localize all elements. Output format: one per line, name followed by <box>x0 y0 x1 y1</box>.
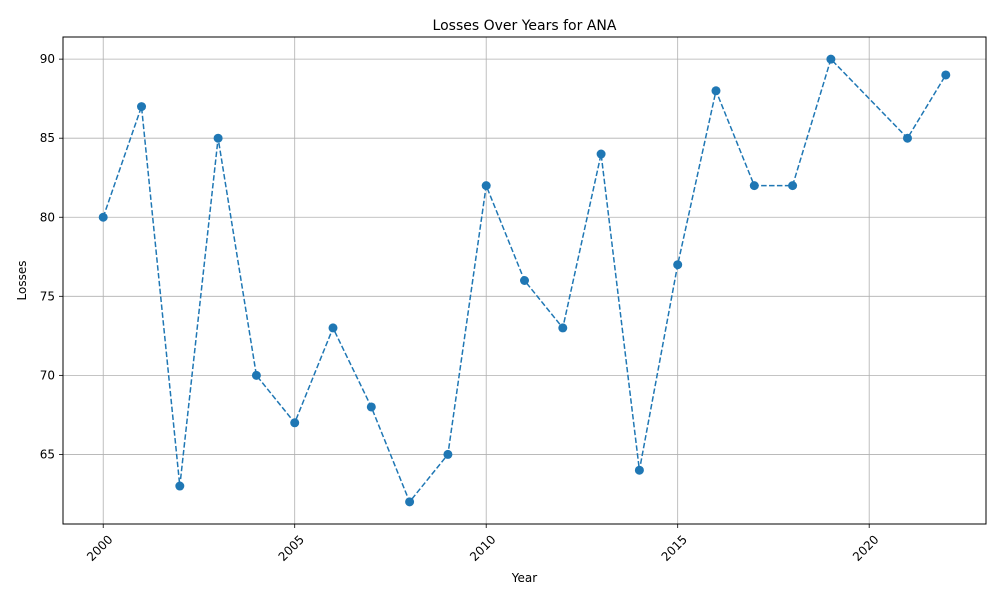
y-axis-label: Losses <box>15 261 29 301</box>
y-tick-label: 90 <box>40 52 55 66</box>
data-point <box>98 212 108 222</box>
data-point <box>366 402 376 412</box>
plot-frame <box>62 36 987 525</box>
data-point <box>443 449 453 459</box>
data-point <box>137 102 147 112</box>
data-point <box>634 465 644 475</box>
data-point <box>481 181 491 191</box>
data-point <box>596 149 606 159</box>
data-point <box>175 481 185 491</box>
data-point <box>749 181 759 191</box>
y-tick-label: 80 <box>40 210 55 224</box>
grid <box>63 37 986 524</box>
data-point <box>826 54 836 64</box>
data-point <box>788 181 798 191</box>
data-point <box>941 70 951 80</box>
x-axis-label: Year <box>511 571 537 585</box>
series-layer <box>98 54 951 507</box>
data-point <box>328 323 338 333</box>
data-point <box>290 418 300 428</box>
y-tick-label: 75 <box>40 289 55 303</box>
data-point <box>558 323 568 333</box>
data-point <box>251 370 261 380</box>
y-tick-label: 65 <box>40 447 55 461</box>
data-point <box>673 260 683 270</box>
y-tick-label: 85 <box>40 131 55 145</box>
data-point <box>711 86 721 96</box>
data-point <box>405 497 415 507</box>
chart-title: Losses Over Years for ANA <box>433 18 617 34</box>
data-point <box>520 276 529 285</box>
data-point <box>902 133 912 143</box>
series-line <box>102 57 947 504</box>
data-point <box>213 133 223 143</box>
y-tick-label: 70 <box>40 368 55 382</box>
